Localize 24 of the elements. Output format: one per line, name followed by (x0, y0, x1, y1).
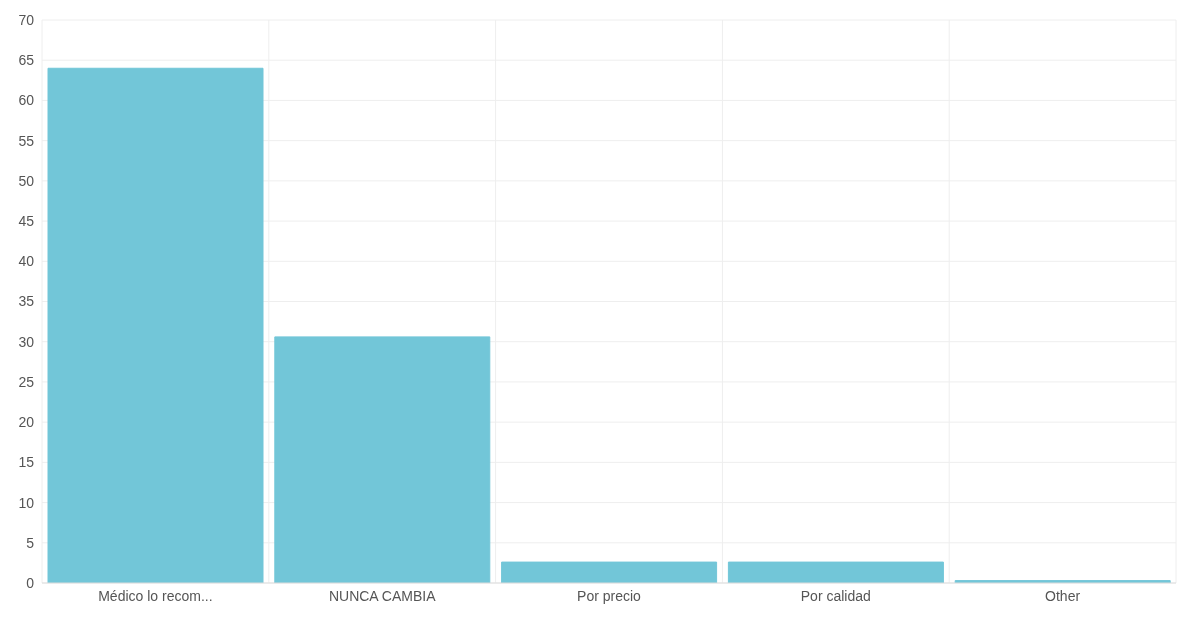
y-tick-label: 55 (18, 132, 35, 149)
y-tick-label: 35 (18, 293, 35, 310)
x-tick-label: Por precio (577, 587, 642, 604)
y-tick-label: 0 (26, 574, 35, 591)
y-tick-label: 45 (18, 213, 35, 230)
bar (274, 336, 491, 583)
x-tick-label: NUNCA CAMBIA (328, 587, 437, 604)
y-tick-label: 70 (18, 11, 35, 28)
x-tick-label: Por calidad (800, 587, 871, 604)
y-tick-label: 65 (18, 52, 35, 69)
y-tick-label: 60 (18, 92, 35, 109)
y-tick-label: 30 (18, 333, 35, 350)
x-tick-label: Other (1045, 587, 1081, 604)
y-tick-label: 20 (18, 414, 35, 431)
y-tick-label: 50 (18, 172, 35, 189)
y-tick-label: 25 (18, 373, 35, 390)
y-tick-label: 40 (18, 253, 35, 270)
y-tick-label: 5 (26, 534, 35, 551)
bar (727, 561, 944, 583)
bar (501, 561, 718, 583)
bar (47, 67, 264, 583)
y-tick-label: 10 (18, 494, 35, 511)
x-tick-label: Médico lo recom... (98, 587, 213, 604)
y-tick-label: 15 (18, 454, 35, 471)
